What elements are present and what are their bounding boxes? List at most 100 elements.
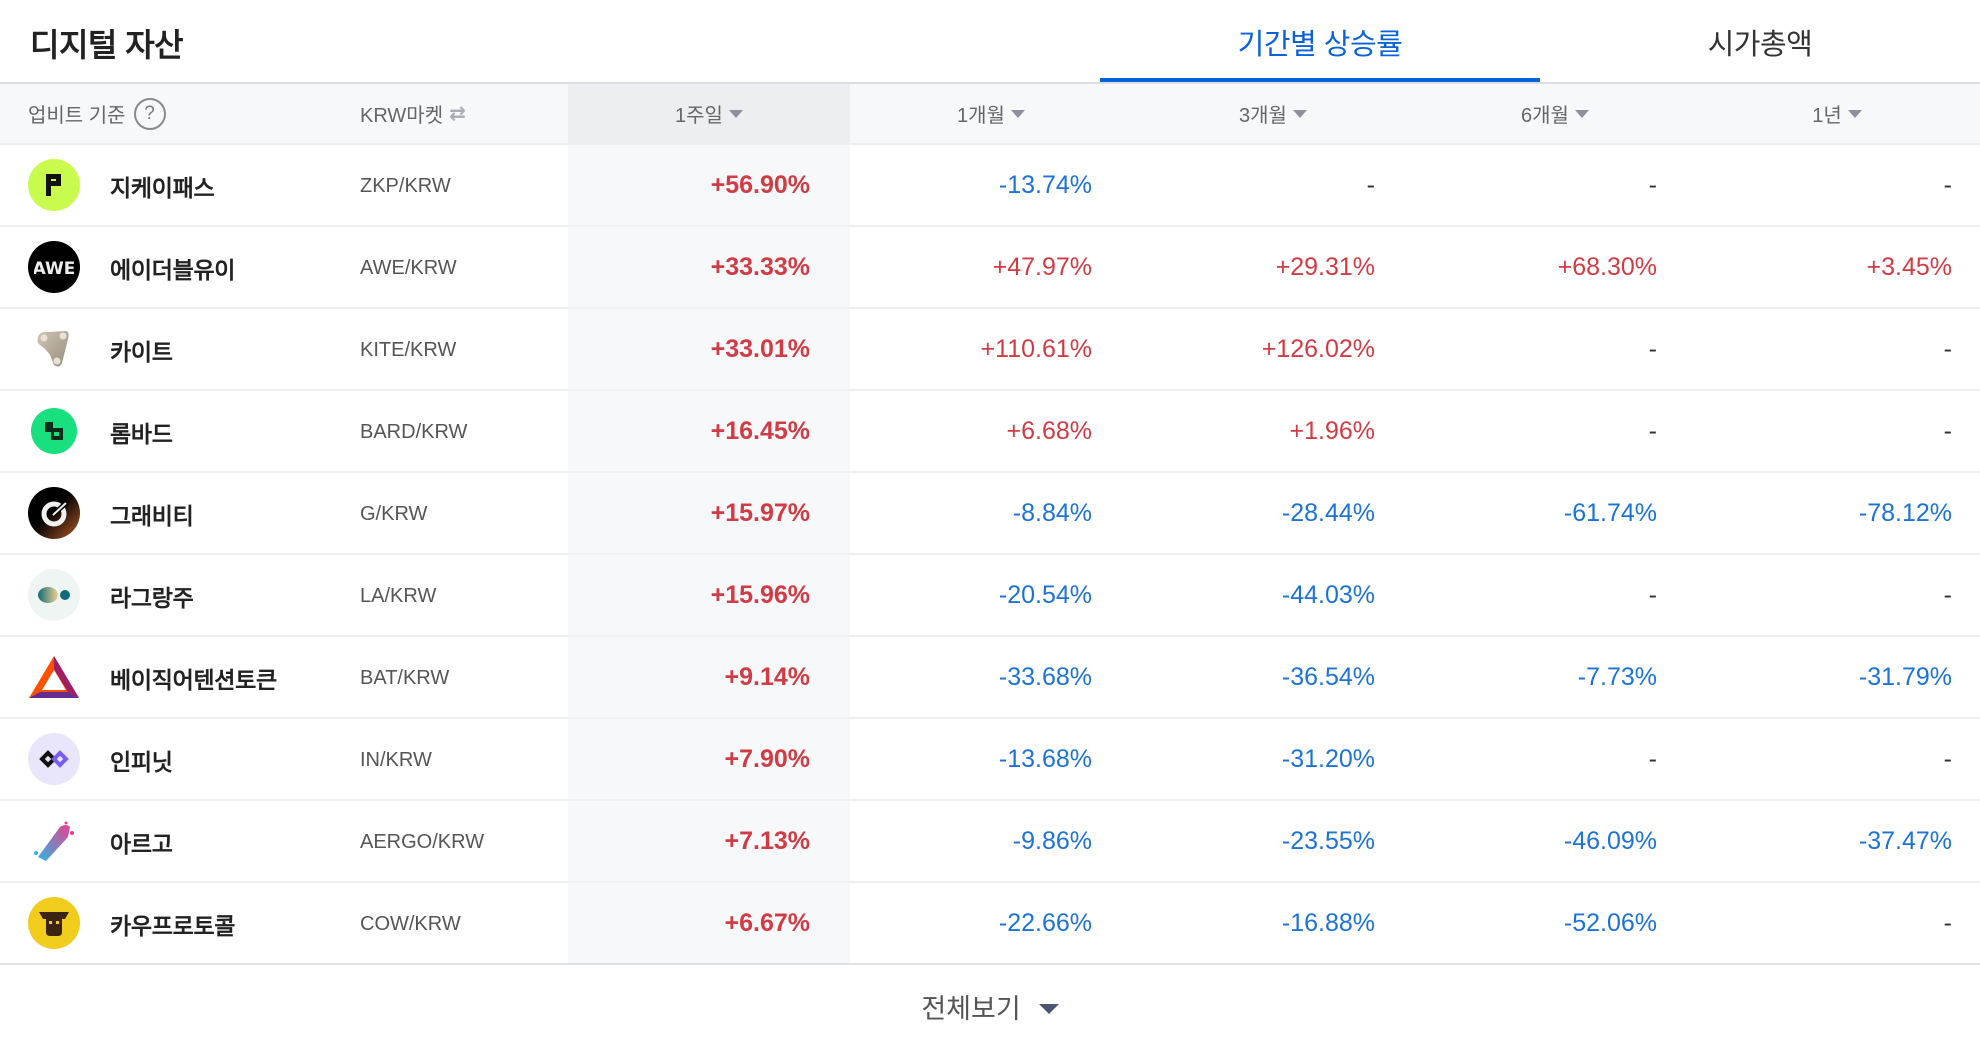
- change-1year: -: [1943, 171, 1952, 199]
- change-3month: +1.96%: [1289, 417, 1376, 445]
- change-6month: +68.30%: [1557, 253, 1657, 281]
- change-6month: -: [1648, 171, 1657, 199]
- change-1month: -20.54%: [998, 581, 1092, 609]
- tab-market-cap[interactable]: 시가총액: [1707, 29, 1813, 61]
- caret-down-icon: [728, 109, 743, 118]
- change-1week: +33.33%: [710, 253, 810, 281]
- change-1year: -: [1943, 581, 1952, 609]
- change-6month: -7.73%: [1577, 663, 1657, 691]
- change-1year: -: [1943, 909, 1952, 937]
- gravity-coin-icon: [28, 487, 80, 539]
- change-1month: +6.68%: [1006, 417, 1093, 445]
- coin-market: BAT/KRW: [360, 667, 450, 689]
- change-1month: +110.61%: [980, 335, 1092, 363]
- coin-name: 아르고: [110, 831, 173, 857]
- change-3month: +126.02%: [1261, 335, 1375, 363]
- table-row[interactable]: 베이직어텐션토큰 BAT/KRW +9.14% -33.68% -36.54% …: [0, 637, 1980, 719]
- market-label: KRW마켓: [360, 105, 444, 127]
- header-label: 1주일: [675, 105, 723, 127]
- change-1week: +15.97%: [710, 499, 810, 527]
- change-1month: -13.68%: [998, 745, 1092, 773]
- change-1month: -13.74%: [998, 171, 1092, 199]
- sort-header-1week[interactable]: 1주일: [568, 84, 850, 143]
- sorted-column-bg: [568, 391, 850, 471]
- table-row[interactable]: 인피닛 IN/KRW +7.90% -13.68% -31.20% - -: [0, 719, 1980, 801]
- change-3month: +29.31%: [1275, 253, 1375, 281]
- coin-name: 에이더블유이: [110, 257, 236, 283]
- change-1week: +15.96%: [710, 581, 810, 609]
- change-3month: -31.20%: [1281, 745, 1375, 773]
- table-row[interactable]: 라그랑주 LA/KRW +15.96% -20.54% -44.03% - -: [0, 555, 1980, 637]
- coin-name: 라그랑주: [110, 585, 194, 611]
- coin-market: KITE/KRW: [360, 339, 457, 361]
- table-row[interactable]: 지케이패스 ZKP/KRW +56.90% -13.74% - - -: [0, 145, 1980, 227]
- change-1month: -8.84%: [1012, 499, 1092, 527]
- lagrange-coin-icon: [28, 569, 80, 621]
- change-3month: -28.44%: [1281, 499, 1375, 527]
- market-toggle[interactable]: KRW마켓 ⇄: [360, 84, 466, 143]
- caret-down-icon: [1010, 109, 1025, 118]
- change-6month: -: [1648, 417, 1657, 445]
- change-1week: +16.45%: [710, 417, 810, 445]
- sorted-column-bg: [568, 473, 850, 553]
- table-row[interactable]: 카이트 KITE/KRW +33.01% +110.61% +126.02% -…: [0, 309, 1980, 391]
- change-1year: -37.47%: [1858, 827, 1952, 855]
- table-row[interactable]: 롬바드 BARD/KRW +16.45% +6.68% +1.96% - -: [0, 391, 1980, 473]
- change-1year: +3.45%: [1866, 253, 1953, 281]
- change-1month: -9.86%: [1012, 827, 1092, 855]
- change-1month: -22.66%: [998, 909, 1092, 937]
- aergo-coin-icon: [28, 815, 80, 867]
- swap-arrows-icon: ⇄: [449, 103, 466, 125]
- change-3month: -36.54%: [1281, 663, 1375, 691]
- change-1week: +33.01%: [710, 335, 810, 363]
- coin-market: COW/KRW: [360, 913, 461, 935]
- table-footer: 전체보기: [0, 967, 1980, 1046]
- caret-down-icon: [1847, 109, 1862, 118]
- change-1year: -31.79%: [1858, 663, 1952, 691]
- coin-market: AERGO/KRW: [360, 831, 485, 853]
- sort-header-1year[interactable]: 1년: [1696, 84, 1978, 143]
- header-label: 1년: [1812, 105, 1842, 127]
- bard-coin-icon: [31, 408, 77, 454]
- sort-header-1month[interactable]: 1개월: [850, 84, 1132, 143]
- cow-coin-icon: [28, 897, 80, 949]
- zkp-coin-icon: [28, 159, 80, 211]
- change-6month: -52.06%: [1563, 909, 1657, 937]
- awe-coin-icon: AWE: [28, 241, 80, 293]
- coin-name: 베이직어텐션토큰: [110, 667, 277, 693]
- infinit-coin-icon: [28, 733, 80, 785]
- change-3month: -16.88%: [1281, 909, 1375, 937]
- table-header: 업비트 기준 ? KRW마켓 ⇄ 1주일 1개월 3개월 6개월 1년: [0, 84, 1980, 145]
- sorted-column-bg: [568, 801, 850, 881]
- help-question-icon[interactable]: ?: [133, 97, 166, 130]
- change-6month: -61.74%: [1563, 499, 1657, 527]
- sort-header-3month[interactable]: 3개월: [1132, 84, 1414, 143]
- change-1year: -: [1943, 417, 1952, 445]
- table-row[interactable]: 카우프로토콜 COW/KRW +6.67% -22.66% -16.88% -5…: [0, 883, 1980, 965]
- change-1year: -: [1943, 335, 1952, 363]
- coin-market: G/KRW: [360, 503, 428, 525]
- bat-coin-icon: [28, 651, 80, 703]
- caret-down-icon: [1292, 109, 1307, 118]
- view-all-button[interactable]: 전체보기: [921, 987, 1059, 1026]
- sort-header-6month[interactable]: 6개월: [1414, 84, 1696, 143]
- change-1year: -: [1943, 745, 1952, 773]
- coin-market: ZKP/KRW: [360, 175, 451, 197]
- change-1year: -78.12%: [1858, 499, 1952, 527]
- change-1week: +56.90%: [710, 171, 810, 199]
- coin-name: 롬바드: [110, 421, 173, 447]
- basis-label: 업비트 기준: [28, 105, 126, 127]
- header-label: 1개월: [957, 105, 1005, 127]
- table-row[interactable]: AWE 에이더블유이 AWE/KRW +33.33% +47.97% +29.3…: [0, 227, 1980, 309]
- basis-header: 업비트 기준 ?: [28, 84, 166, 143]
- change-1week: +7.90%: [724, 745, 811, 773]
- tab-period-gain[interactable]: 기간별 상승률: [1100, 0, 1540, 84]
- change-1month: +47.97%: [992, 253, 1092, 281]
- coin-market: LA/KRW: [360, 585, 437, 607]
- sorted-column-bg: [568, 637, 850, 717]
- coin-market: AWE/KRW: [360, 257, 457, 279]
- sorted-column-bg: [568, 883, 850, 963]
- change-6month: -: [1648, 335, 1657, 363]
- table-row[interactable]: 그래비티 G/KRW +15.97% -8.84% -28.44% -61.74…: [0, 473, 1980, 555]
- table-row[interactable]: 아르고 AERGO/KRW +7.13% -9.86% -23.55% -46.…: [0, 801, 1980, 883]
